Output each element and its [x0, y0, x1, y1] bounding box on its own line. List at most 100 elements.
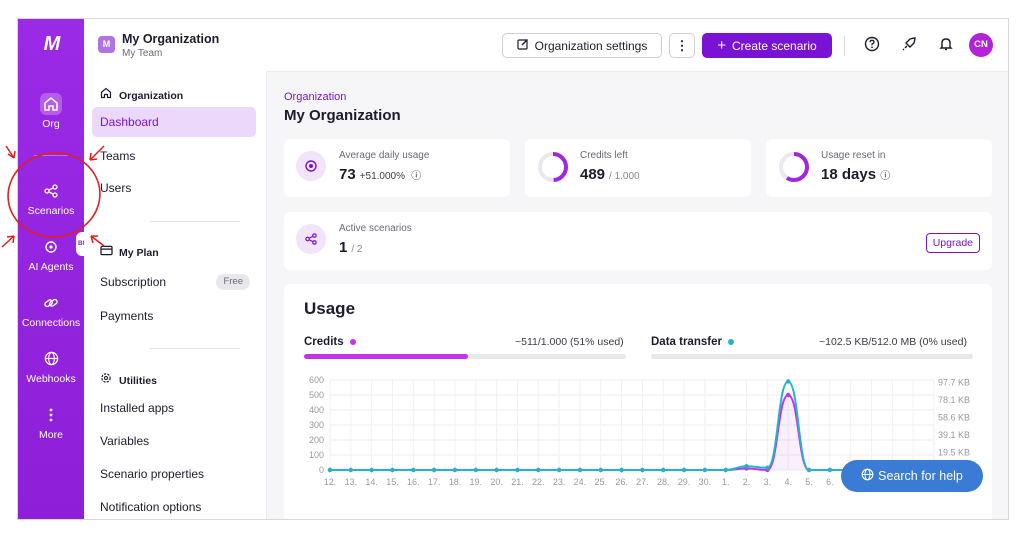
- edit-icon: [517, 34, 529, 59]
- rail-item-connections[interactable]: Connections: [18, 292, 84, 329]
- data-point-data-transfer: [452, 467, 458, 473]
- x-tick-label: 27.: [636, 477, 649, 487]
- active-scenarios-value: 1: [339, 239, 348, 256]
- top-header: M My Organization My Team Organization s…: [84, 19, 1008, 72]
- search-for-help-button[interactable]: Search for help: [841, 460, 983, 492]
- data-point-data-transfer: [348, 467, 354, 473]
- globe-icon: [861, 461, 874, 493]
- credits-progress-fill: [304, 354, 469, 359]
- team-name[interactable]: My Team: [122, 48, 163, 59]
- data-transfer-label-text: Data transfer: [651, 336, 722, 348]
- credits-progress-bar: [304, 354, 626, 359]
- rail-item-more[interactable]: More: [18, 404, 84, 441]
- usage-reset-card: Usage reset in 18 days ⓘ: [766, 139, 992, 197]
- x-tick-label: 12.: [324, 477, 337, 487]
- card-value: 489/ 1.000: [580, 166, 640, 183]
- make-logo[interactable]: M: [43, 33, 61, 55]
- org-switcher-title[interactable]: My Organization: [122, 32, 220, 46]
- sidebar-item-dashboard[interactable]: Dashboard: [92, 107, 256, 137]
- sidebar-divider: [150, 221, 240, 222]
- y-right-tick-label: 58.6 KB: [938, 413, 970, 423]
- upgrade-button[interactable]: Upgrade: [925, 233, 980, 253]
- rail-item-scenarios[interactable]: Scenarios: [18, 180, 84, 217]
- user-avatar[interactable]: CN: [969, 33, 993, 57]
- rail-item-label: Webhooks: [26, 373, 76, 385]
- header-more-button[interactable]: ⋮: [669, 33, 695, 58]
- info-icon: ⓘ: [880, 171, 891, 182]
- rail-item-webhooks[interactable]: Webhooks: [18, 348, 84, 385]
- y-tick-label: 400: [309, 405, 324, 415]
- usage-card: Usage Credits ~511/1.000 (51% used) Data…: [284, 284, 992, 519]
- secondary-sidebar: Organization Dashboard Teams Users My Pl…: [84, 71, 267, 519]
- data-transfer-label: Data transfer: [651, 336, 734, 348]
- card-value: 18 days ⓘ: [821, 166, 890, 183]
- search-help-label: Search for help: [878, 469, 963, 483]
- x-tick-label: 20.: [490, 477, 503, 487]
- plan-badge: Free: [216, 274, 250, 290]
- x-tick-label: 2.: [743, 477, 751, 487]
- help-icon[interactable]: [863, 36, 881, 54]
- credits-used: ~511/1.000 (51% used): [515, 336, 624, 348]
- sidebar-item-users[interactable]: Users: [100, 181, 132, 195]
- x-tick-label: 23.: [553, 477, 566, 487]
- rail-item-ai-agents[interactable]: BETA AI Agents: [18, 232, 98, 273]
- sidebar-item-installed-apps[interactable]: Installed apps: [100, 401, 175, 415]
- data-point-data-transfer: [640, 467, 645, 473]
- data-point-data-transfer: [723, 467, 728, 473]
- card-label: Credits left: [580, 150, 628, 161]
- credits-label: Credits: [304, 336, 356, 348]
- x-tick-label: 28.: [657, 477, 670, 487]
- sidebar-item-notification-options[interactable]: Notification options: [100, 500, 202, 514]
- rocket-icon[interactable]: [900, 36, 918, 54]
- y-tick-label: 100: [309, 450, 324, 460]
- x-tick-label: 19.: [470, 477, 483, 487]
- home-icon: [40, 93, 62, 115]
- x-tick-label: 14.: [365, 477, 378, 487]
- y-right-tick-label: 78.1 KB: [938, 395, 970, 405]
- left-rail: M Org Scenarios BETA AI Agents C: [18, 19, 98, 519]
- credits-left-card: Credits left 489/ 1.000: [525, 139, 751, 197]
- ai-agents-icon: BETA: [40, 232, 98, 258]
- sidebar-item-subscription[interactable]: Subscription Free: [92, 267, 256, 297]
- rail-item-label: Org: [42, 118, 60, 130]
- data-point-data-transfer: [827, 467, 833, 473]
- y-tick-label: 0: [319, 465, 324, 475]
- sidebar-item-teams[interactable]: Teams: [100, 149, 136, 163]
- data-point-data-transfer: [619, 467, 624, 473]
- x-tick-label: 22.: [532, 477, 545, 487]
- active-scenarios-max: / 2: [351, 244, 363, 255]
- data-point-data-transfer: [806, 467, 812, 473]
- data-point-data-transfer: [577, 467, 583, 473]
- x-tick-label: 18.: [449, 477, 462, 487]
- sidebar-item-scenario-properties[interactable]: Scenario properties: [100, 467, 205, 481]
- series-area-credits: [330, 395, 934, 470]
- globe-icon: [40, 348, 62, 370]
- heading-label: Organization: [119, 90, 184, 102]
- sidebar-item-variables[interactable]: Variables: [100, 434, 150, 448]
- rail-divider: [34, 155, 68, 156]
- data-point-data-transfer: [369, 467, 374, 473]
- page-title: My Organization: [284, 107, 401, 124]
- credits-legend-dot: [349, 338, 356, 345]
- create-scenario-button[interactable]: + Create scenario: [702, 33, 832, 58]
- sidebar-item-payments[interactable]: Payments: [100, 309, 154, 323]
- breadcrumb[interactable]: Organization: [284, 91, 347, 103]
- org-badge[interactable]: M: [98, 36, 115, 53]
- card-label: Usage reset in: [821, 150, 886, 161]
- settings-label: Organization settings: [534, 39, 648, 53]
- rail-item-org[interactable]: Org: [18, 93, 84, 130]
- data-transfer-legend-dot: [727, 338, 734, 345]
- x-tick-label: 16.: [407, 477, 420, 487]
- credits-left-value: 489: [580, 166, 606, 183]
- y-right-tick-label: 39.1 KB: [938, 430, 970, 440]
- eye-icon: [296, 151, 326, 181]
- sidebar-divider: [150, 348, 240, 349]
- heading-label: Utilities: [119, 375, 157, 387]
- organization-settings-button[interactable]: Organization settings: [502, 33, 662, 58]
- bell-icon[interactable]: [937, 36, 955, 54]
- x-tick-label: 29.: [678, 477, 691, 487]
- info-icon: ⓘ: [411, 171, 422, 182]
- x-tick-label: 21.: [511, 477, 524, 487]
- data-point-data-transfer: [390, 467, 395, 473]
- data-point-data-transfer: [494, 467, 499, 473]
